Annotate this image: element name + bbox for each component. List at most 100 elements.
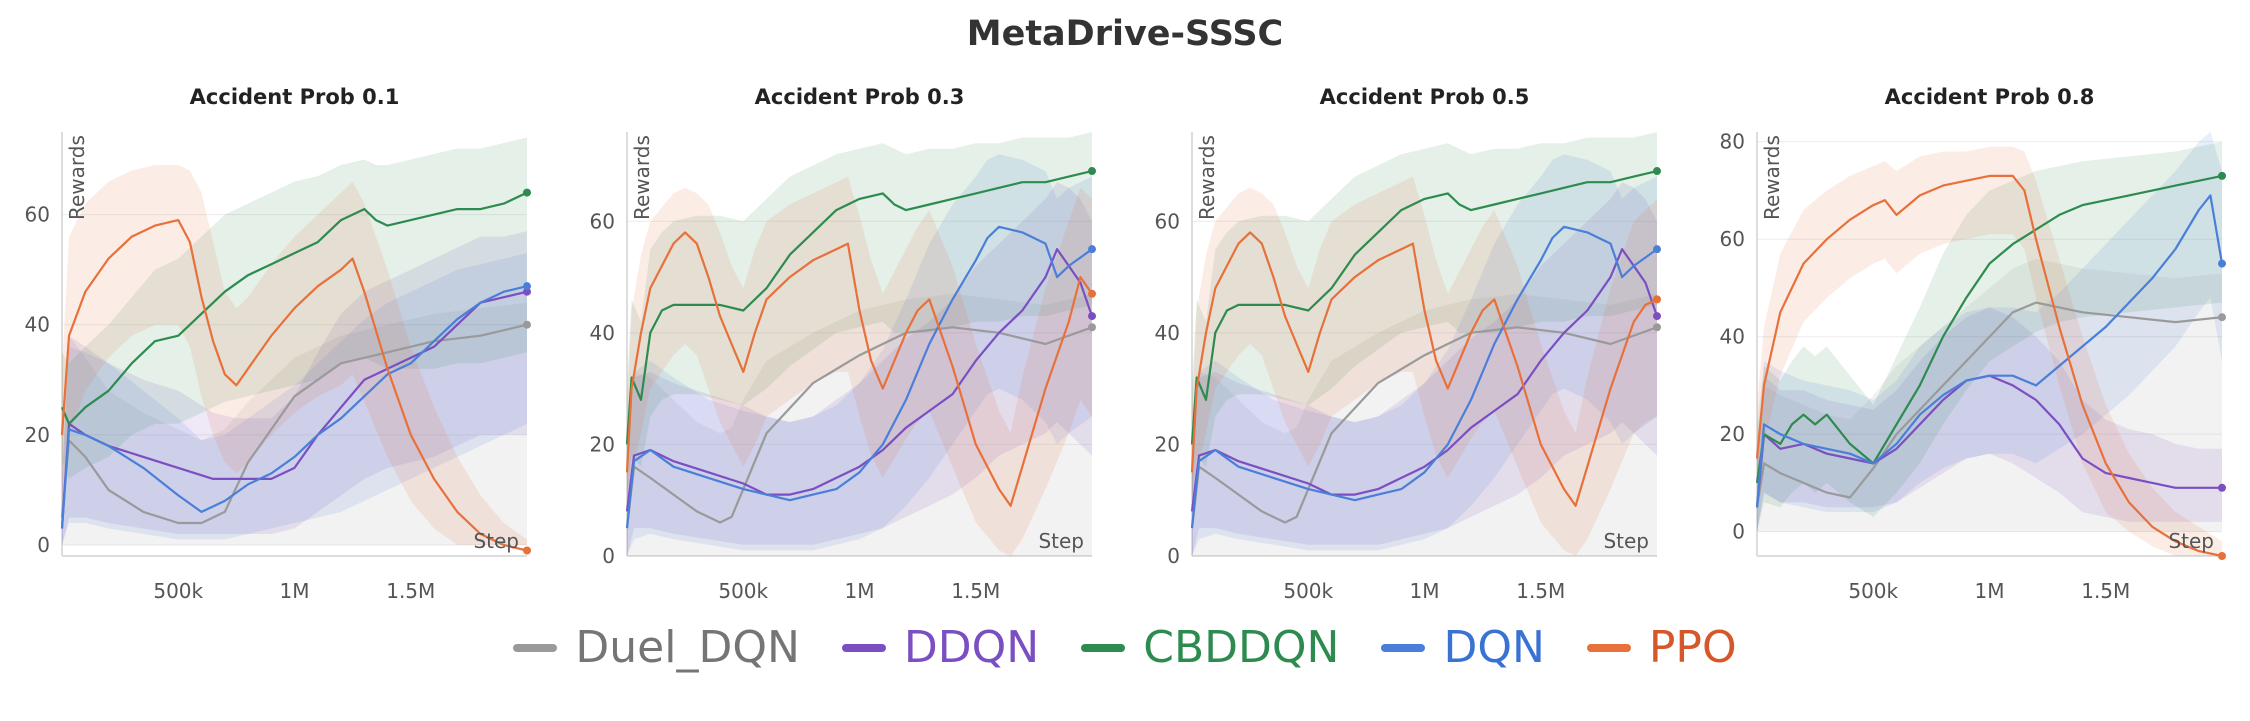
x-tick-label: 1.5M (1516, 579, 1565, 603)
chart-title: Accident Prob 0.5 (1320, 85, 1530, 109)
y-tick-label: 60 (25, 203, 50, 227)
band-dqn (1192, 154, 1657, 557)
band-dqn (627, 154, 1092, 557)
chart-panel-2: Accident Prob 0.3 0 20 40 60 500k 1M 1.5M Reward… (590, 85, 1096, 603)
band-ppo (1192, 176, 1657, 556)
band-ddqn (1192, 182, 1657, 556)
endpoint-duel_dqn (2218, 313, 2226, 322)
band-ppo (627, 176, 1092, 556)
x-tick-label: 1M (1410, 579, 1440, 603)
band-cbddqn (1192, 132, 1657, 501)
line-duel_dqn (1190, 326, 1658, 529)
y-tick-label: 40 (1720, 325, 1745, 349)
line-duel_dqn (625, 326, 1093, 529)
line-dqn (1755, 194, 2224, 508)
y-tick-label: 0 (1732, 520, 1745, 544)
endpoint-dqn (523, 282, 531, 291)
legend-label: Duel_DQN (575, 622, 800, 673)
x-tick-label: 1M (845, 579, 875, 603)
line-ppo (625, 231, 1093, 507)
line-dqn (1190, 225, 1658, 529)
line-ppo (1190, 231, 1658, 507)
x-tick-label: 1M (1975, 579, 2005, 603)
x-tick-label: 500k (718, 579, 768, 603)
line-dqn (60, 285, 528, 529)
y-axis-label: Rewards (1195, 135, 1219, 220)
legend-swatch (841, 643, 886, 652)
line-cbddqn (1190, 170, 1658, 445)
endpoint-ppo (1088, 289, 1096, 298)
legend-label: DDQN (903, 622, 1040, 673)
line-cbddqn (60, 191, 528, 425)
line-ddqn (625, 248, 1094, 512)
y-tick-label: 20 (1720, 422, 1745, 446)
y-tick-label: 60 (1155, 209, 1180, 233)
endpoint-ppo (1653, 295, 1661, 304)
y-tick-label: 40 (25, 313, 50, 337)
endpoint-ddqn (523, 287, 531, 296)
line-ddqn (1190, 248, 1659, 512)
endpoint-dqn (2218, 259, 2226, 268)
endpoint-ddqn (1088, 312, 1096, 321)
endpoint-dqn (1088, 245, 1096, 254)
chart-title: Accident Prob 0.1 (190, 85, 400, 109)
band-dqn (62, 253, 527, 545)
x-tick-label: 1.5M (2081, 579, 2130, 603)
line-ddqn (60, 290, 528, 529)
chart-title: Accident Prob 0.8 (1885, 85, 2095, 109)
chart-title: Accident Prob 0.3 (755, 85, 965, 109)
y-tick-label: 20 (590, 432, 615, 456)
legend-label: CBDDQN (1143, 622, 1340, 673)
legend-item-cbddqn[interactable]: CBDDQN (1081, 622, 1339, 673)
legend-swatch (1081, 643, 1126, 652)
y-axis-label: Rewards (630, 135, 654, 220)
line-duel_dqn (1755, 301, 2223, 508)
y-tick-label: 60 (590, 209, 615, 233)
line-ppo (60, 219, 528, 552)
legend: Duel_DQN DDQN CBDDQN DQN PPO (0, 622, 2250, 673)
legend-item-duel_dqn[interactable]: Duel_DQN (513, 622, 800, 673)
band-ddqn (1757, 307, 2222, 532)
y-axis-label: Rewards (1760, 135, 1784, 220)
y-tick-label: 80 (1720, 130, 1745, 154)
legend-label: DQN (1443, 622, 1545, 673)
legend-item-ddqn[interactable]: DDQN (841, 622, 1040, 673)
chart-panel-4: Accident Prob 0.8 0 20 40 60 80 500k 1M 1.5M Rewa… (1720, 85, 2226, 603)
x-axis-label: Step (2168, 529, 2214, 553)
y-tick-label: 0 (602, 544, 615, 568)
endpoint-cbddqn (1653, 167, 1661, 176)
endpoint-duel_dqn (1653, 323, 1661, 332)
line-ppo (1755, 174, 2223, 558)
x-tick-label: 1.5M (951, 579, 1000, 603)
legend-label: PPO (1648, 622, 1737, 673)
line-cbddqn (625, 170, 1093, 445)
x-tick-label: 1M (280, 579, 310, 603)
endpoint-cbddqn (523, 188, 531, 197)
y-tick-label: 40 (1155, 321, 1180, 345)
charts-area: Accident Prob 0.1 0 20 40 60 500k 1M 1.5M Reward… (25, 85, 2226, 603)
x-tick-label: 500k (153, 579, 203, 603)
line-cbddqn (1755, 174, 2223, 484)
y-tick-label: 60 (1720, 227, 1745, 251)
endpoint-ddqn (1653, 312, 1661, 321)
endpoint-duel_dqn (523, 320, 531, 329)
y-tick-label: 20 (1155, 432, 1180, 456)
line-duel_dqn (60, 323, 528, 525)
x-tick-label: 1.5M (386, 579, 435, 603)
page-title: MetaDrive-SSSC (966, 14, 1284, 54)
band-ppo (62, 165, 527, 545)
y-tick-label: 0 (37, 533, 50, 557)
y-tick-label: 0 (1167, 544, 1180, 568)
endpoint-duel_dqn (1088, 323, 1096, 332)
legend-item-ppo[interactable]: PPO (1586, 622, 1737, 673)
endpoint-ppo (523, 546, 531, 555)
legend-swatch (513, 643, 558, 652)
endpoint-dqn (1653, 245, 1661, 254)
band-dqn (1757, 132, 2222, 532)
x-axis-label: Step (1038, 529, 1084, 553)
legend-swatch (1381, 643, 1426, 652)
legend-swatch (1586, 643, 1631, 652)
band-ddqn (62, 231, 527, 545)
legend-item-dqn[interactable]: DQN (1381, 622, 1545, 673)
x-axis-label: Step (1603, 529, 1649, 553)
